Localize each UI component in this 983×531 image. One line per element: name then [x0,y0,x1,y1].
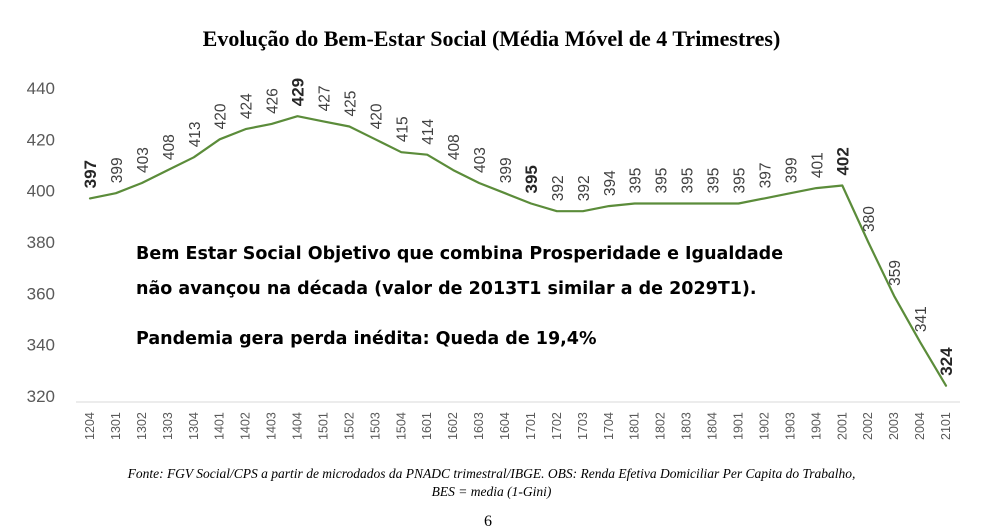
x-tick-label: 1604 [498,412,512,440]
x-tick-label: 1904 [809,412,823,440]
annotation-line-3: Pandemia gera perda inédita: Queda de 19… [136,329,597,349]
x-tick-label: 1903 [783,412,797,440]
data-label: 395 [680,168,697,194]
x-tick-label: 1902 [757,412,771,440]
series-line-group [88,115,948,387]
x-tick-label: 1304 [187,412,201,440]
x-tick-label: 1901 [732,412,746,440]
y-tick-label: 380 [27,233,55,252]
data-labels-group: 397 399 403 408 413 420 424 426 429 427 425 420 415 4… [81,78,956,376]
x-tick-label: 1502 [342,412,356,440]
y-tick-label: 400 [27,182,55,201]
x-tick-label: 1602 [446,412,460,440]
x-tick-label: 1302 [135,412,149,440]
x-tick-label: 1801 [628,412,642,440]
x-tick-label: 1704 [602,412,616,440]
x-tick-label: 1603 [472,412,486,440]
x-tick-label: 1204 [83,412,97,440]
data-label: 380 [861,206,878,232]
chart-title: Evolução do Bem-Estar Social (Média Móve… [202,26,781,51]
x-tick-label: 2001 [835,412,849,440]
x-tick-label: 1403 [265,412,279,440]
data-label: 408 [446,134,463,160]
y-tick-label: 320 [27,387,55,406]
series-line [88,115,948,387]
data-label: 394 [602,170,619,196]
x-tick-label: 1703 [576,412,590,440]
x-tick-label: 2003 [887,412,901,440]
data-label: 392 [550,175,567,201]
x-tick-label: 2101 [939,412,953,440]
data-label: 395 [522,165,541,193]
x-tick-label: 1301 [109,412,123,440]
data-label: 402 [833,147,852,175]
x-tick-label: 1601 [420,412,434,440]
x-tick-label: 2002 [861,412,875,440]
x-tick-label: 1303 [161,412,175,440]
y-axis-ticks: 440 420 400 380 360 340 320 [27,79,55,406]
data-label: 395 [732,168,749,194]
data-label: 397 [81,160,100,188]
data-label: 397 [757,162,774,188]
data-label: 413 [187,121,204,147]
data-label: 414 [420,118,437,144]
data-label: 401 [809,152,826,178]
data-label: 403 [472,147,489,173]
data-label: 399 [109,157,126,183]
x-tick-label: 1504 [394,412,408,440]
x-tick-label: 1401 [213,412,227,440]
page-number: 6 [484,513,492,530]
y-tick-label: 420 [27,130,55,149]
x-tick-label: 1702 [550,412,564,440]
y-tick-label: 340 [27,336,55,355]
data-label: 403 [135,147,152,173]
data-label: 415 [394,116,411,142]
x-tick-label: 1802 [654,412,668,440]
data-label: 399 [783,157,800,183]
data-label: 392 [576,175,593,201]
x-axis-ticks: 1204 1301 1302 1303 1304 1401 1402 1403 1404 1501… [83,412,953,440]
data-label: 408 [161,134,178,160]
data-label: 426 [265,88,282,114]
data-label: 395 [706,168,723,194]
data-label: 359 [887,260,904,286]
data-label: 399 [498,157,515,183]
x-tick-label: 1803 [680,412,694,440]
x-tick-label: 1701 [524,412,538,440]
x-tick-label: 1501 [316,412,330,440]
data-label: 427 [316,85,333,111]
x-tick-label: 1503 [368,412,382,440]
x-tick-label: 2004 [913,412,927,440]
data-label: 424 [239,93,256,119]
y-tick-label: 360 [27,284,55,303]
data-label: 341 [913,306,930,332]
source-line-2: BES = media (1-Gini) [431,484,552,499]
x-tick-label: 1804 [706,412,720,440]
x-tick-label: 1402 [239,412,253,440]
data-label: 395 [654,168,671,194]
data-label: 324 [937,347,956,376]
y-tick-label: 440 [27,79,55,98]
annotation-line-2: não avançou na década (valor de 2013T1 s… [136,279,757,299]
x-tick-label: 1404 [291,412,305,440]
data-label: 395 [628,168,645,194]
annotation-line-1: Bem Estar Social Objetivo que combina Pr… [136,244,784,264]
data-label: 429 [289,78,308,106]
data-label: 425 [342,91,359,117]
source-note: Fonte: FGV Social/CPS a partir de microd… [0,465,983,501]
data-label: 420 [213,103,230,129]
data-label: 420 [368,103,385,129]
source-line-1: Fonte: FGV Social/CPS a partir de microd… [127,466,856,481]
